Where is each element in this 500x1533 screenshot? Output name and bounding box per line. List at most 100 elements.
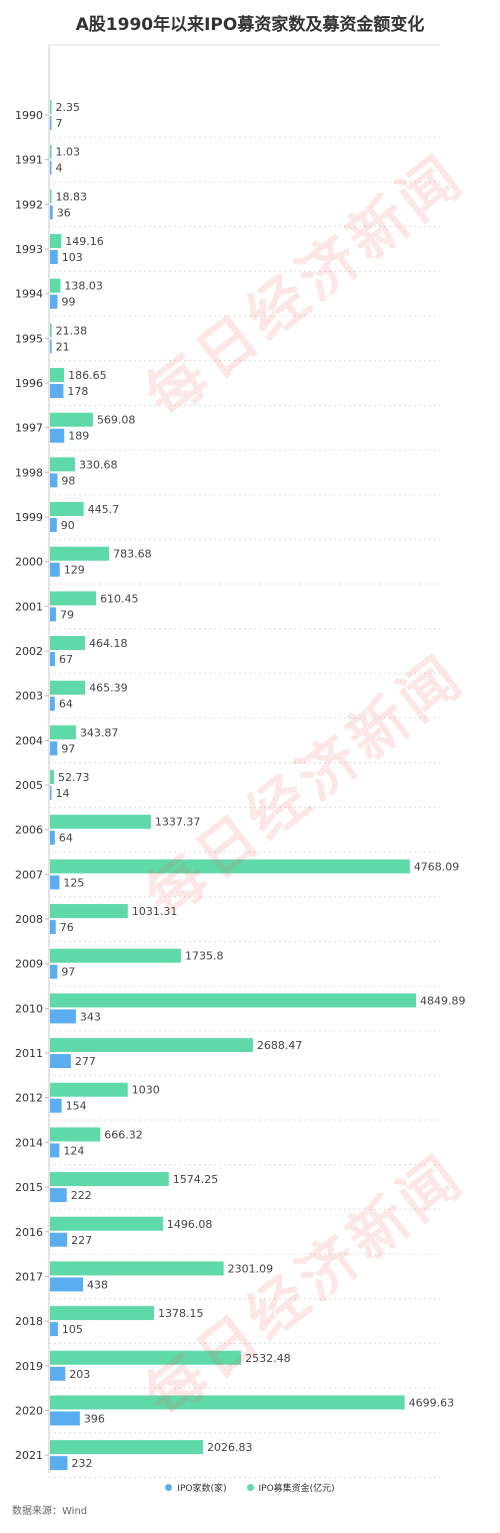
- bar-amount[interactable]: [50, 859, 410, 874]
- data-label-amount: 330.68: [79, 458, 118, 471]
- data-label-count: 189: [68, 430, 89, 443]
- y-tick-label: 1992: [15, 198, 43, 211]
- data-label-amount: 445.7: [88, 503, 120, 516]
- data-label-count: 14: [56, 787, 70, 800]
- bar-amount[interactable]: [50, 323, 52, 338]
- bar-count[interactable]: [50, 875, 60, 890]
- y-tick-label: 2017: [15, 1270, 43, 1283]
- data-label-count: 203: [69, 1368, 90, 1381]
- bar-amount[interactable]: [50, 636, 86, 651]
- y-tick-label: 2007: [15, 868, 43, 881]
- bar-count[interactable]: [50, 473, 58, 488]
- legend-item-ipo-count[interactable]: IPO家数(家): [165, 1481, 227, 1494]
- data-label-amount: 4849.89: [420, 994, 466, 1007]
- bar-count[interactable]: [50, 830, 55, 845]
- y-tick-label: 1999: [15, 511, 43, 524]
- bar-count[interactable]: [50, 160, 52, 175]
- bar-count[interactable]: [50, 1098, 62, 1113]
- bar-count[interactable]: [50, 428, 65, 443]
- y-tick-label: 2003: [15, 690, 43, 703]
- data-label-amount: 569.08: [97, 414, 136, 427]
- data-label-amount: 1735.8: [185, 950, 224, 963]
- bar-amount[interactable]: [50, 234, 62, 249]
- data-label-amount: 1030: [132, 1084, 160, 1097]
- bar-count[interactable]: [50, 518, 57, 533]
- bar-amount[interactable]: [50, 770, 54, 785]
- bar-amount[interactable]: [50, 993, 416, 1008]
- bar-count[interactable]: [50, 1456, 68, 1471]
- bar-count[interactable]: [50, 786, 52, 801]
- bar-amount[interactable]: [50, 1127, 101, 1142]
- data-label-count: 21: [56, 340, 70, 353]
- data-label-amount: 1496.08: [167, 1218, 213, 1231]
- bar-count[interactable]: [50, 116, 52, 130]
- data-label-amount: 1574.25: [173, 1173, 219, 1186]
- bar-count[interactable]: [50, 607, 56, 622]
- bar-amount[interactable]: [50, 546, 110, 561]
- bar-amount[interactable]: [50, 948, 181, 963]
- bar-amount[interactable]: [50, 278, 61, 293]
- bar-amount[interactable]: [50, 1395, 405, 1410]
- bar-amount[interactable]: [50, 814, 151, 829]
- bar-amount[interactable]: [50, 189, 52, 204]
- bar-count[interactable]: [50, 1054, 71, 1069]
- bar-count[interactable]: [50, 294, 58, 309]
- data-label-amount: 2301.09: [228, 1262, 274, 1275]
- bar-amount[interactable]: [50, 591, 97, 606]
- legend-label-ipo-amount: IPO募集资金(亿元): [258, 1484, 335, 1494]
- data-label-amount: 186.65: [68, 369, 107, 382]
- bar-amount[interactable]: [50, 457, 75, 472]
- bar-count[interactable]: [50, 1232, 68, 1247]
- bar-count[interactable]: [50, 696, 55, 711]
- bar-count[interactable]: [50, 1322, 58, 1337]
- data-label-count: 222: [71, 1189, 92, 1202]
- bar-amount[interactable]: [50, 144, 52, 159]
- bar-count[interactable]: [50, 920, 56, 935]
- bar-amount[interactable]: [50, 1172, 169, 1187]
- data-label-count: 98: [61, 474, 75, 487]
- bar-count[interactable]: [50, 741, 58, 756]
- bar-count[interactable]: [50, 250, 58, 265]
- data-label-amount: 52.73: [58, 771, 90, 784]
- bar-count[interactable]: [50, 1411, 80, 1426]
- bar-amount[interactable]: [50, 1216, 163, 1231]
- y-tick-label: 2006: [15, 824, 43, 837]
- bar-count[interactable]: [50, 1188, 67, 1203]
- data-label-count: 438: [87, 1278, 108, 1291]
- bar-amount[interactable]: [50, 100, 52, 114]
- bar-amount[interactable]: [50, 502, 84, 517]
- data-label-amount: 1337.37: [155, 816, 201, 829]
- bar-amount[interactable]: [50, 1082, 128, 1097]
- data-label-count: 79: [60, 608, 74, 621]
- bar-amount[interactable]: [50, 368, 65, 383]
- bar-count[interactable]: [50, 1143, 60, 1158]
- legend-item-ipo-amount[interactable]: IPO募集资金(亿元): [246, 1481, 335, 1494]
- bar-amount[interactable]: [50, 1306, 155, 1321]
- data-label-amount: 21.38: [56, 324, 88, 337]
- bar-count[interactable]: [50, 1366, 66, 1381]
- y-tick-label: 1997: [15, 422, 43, 435]
- bar-amount[interactable]: [50, 1440, 203, 1455]
- y-tick-label: 2010: [15, 1002, 43, 1015]
- data-label-amount: 666.32: [104, 1128, 143, 1141]
- data-label-count: 64: [59, 832, 73, 845]
- bar-amount[interactable]: [50, 412, 93, 427]
- bar-amount[interactable]: [50, 904, 128, 919]
- bar-count[interactable]: [50, 964, 58, 979]
- bar-amount[interactable]: [50, 680, 86, 695]
- bar-count[interactable]: [50, 1009, 76, 1024]
- bar-amount[interactable]: [50, 1038, 253, 1053]
- bar-amount[interactable]: [50, 725, 76, 740]
- bar-count[interactable]: [50, 339, 52, 354]
- bar-count[interactable]: [50, 562, 60, 577]
- y-tick-label: 1991: [15, 154, 43, 167]
- bar-count[interactable]: [50, 205, 53, 220]
- data-label-amount: 4699.63: [409, 1396, 455, 1409]
- data-label-count: 67: [59, 653, 73, 666]
- bar-count[interactable]: [50, 1277, 84, 1292]
- bar-count[interactable]: [50, 384, 64, 399]
- bar-amount[interactable]: [50, 1350, 242, 1365]
- bar-count[interactable]: [50, 652, 56, 667]
- y-tick-label: 2008: [15, 913, 43, 926]
- bar-amount[interactable]: [50, 1261, 224, 1276]
